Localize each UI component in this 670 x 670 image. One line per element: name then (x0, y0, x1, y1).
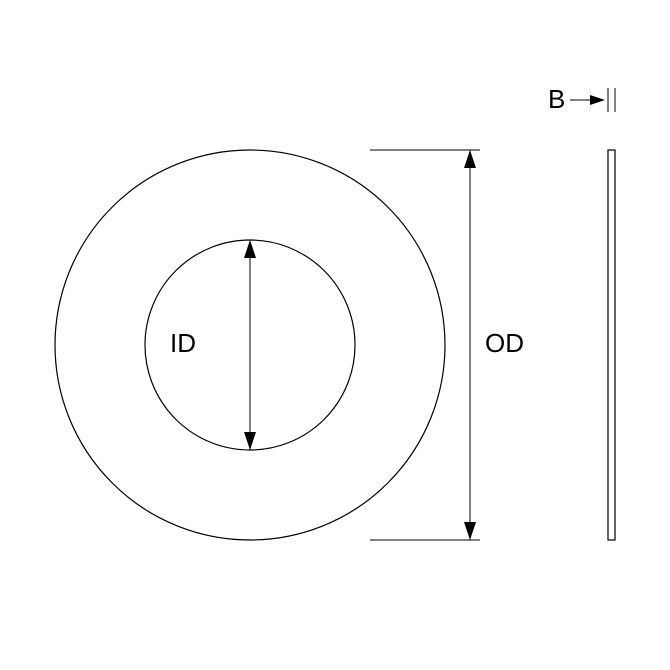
b-arrow (590, 95, 605, 105)
b-dimension: B (548, 84, 615, 114)
od-arrow-top (464, 150, 476, 168)
od-label: OD (485, 328, 524, 358)
id-label: ID (170, 328, 196, 358)
b-label: B (548, 84, 565, 114)
id-arrow-bottom (244, 432, 256, 450)
id-arrow-top (244, 240, 256, 258)
id-dimension: ID (170, 240, 256, 450)
washer-diagram: OD ID B (0, 0, 670, 670)
od-arrow-bottom (464, 522, 476, 540)
od-dimension: OD (370, 150, 524, 540)
side-view (608, 150, 615, 540)
side-view-rect (608, 150, 615, 540)
